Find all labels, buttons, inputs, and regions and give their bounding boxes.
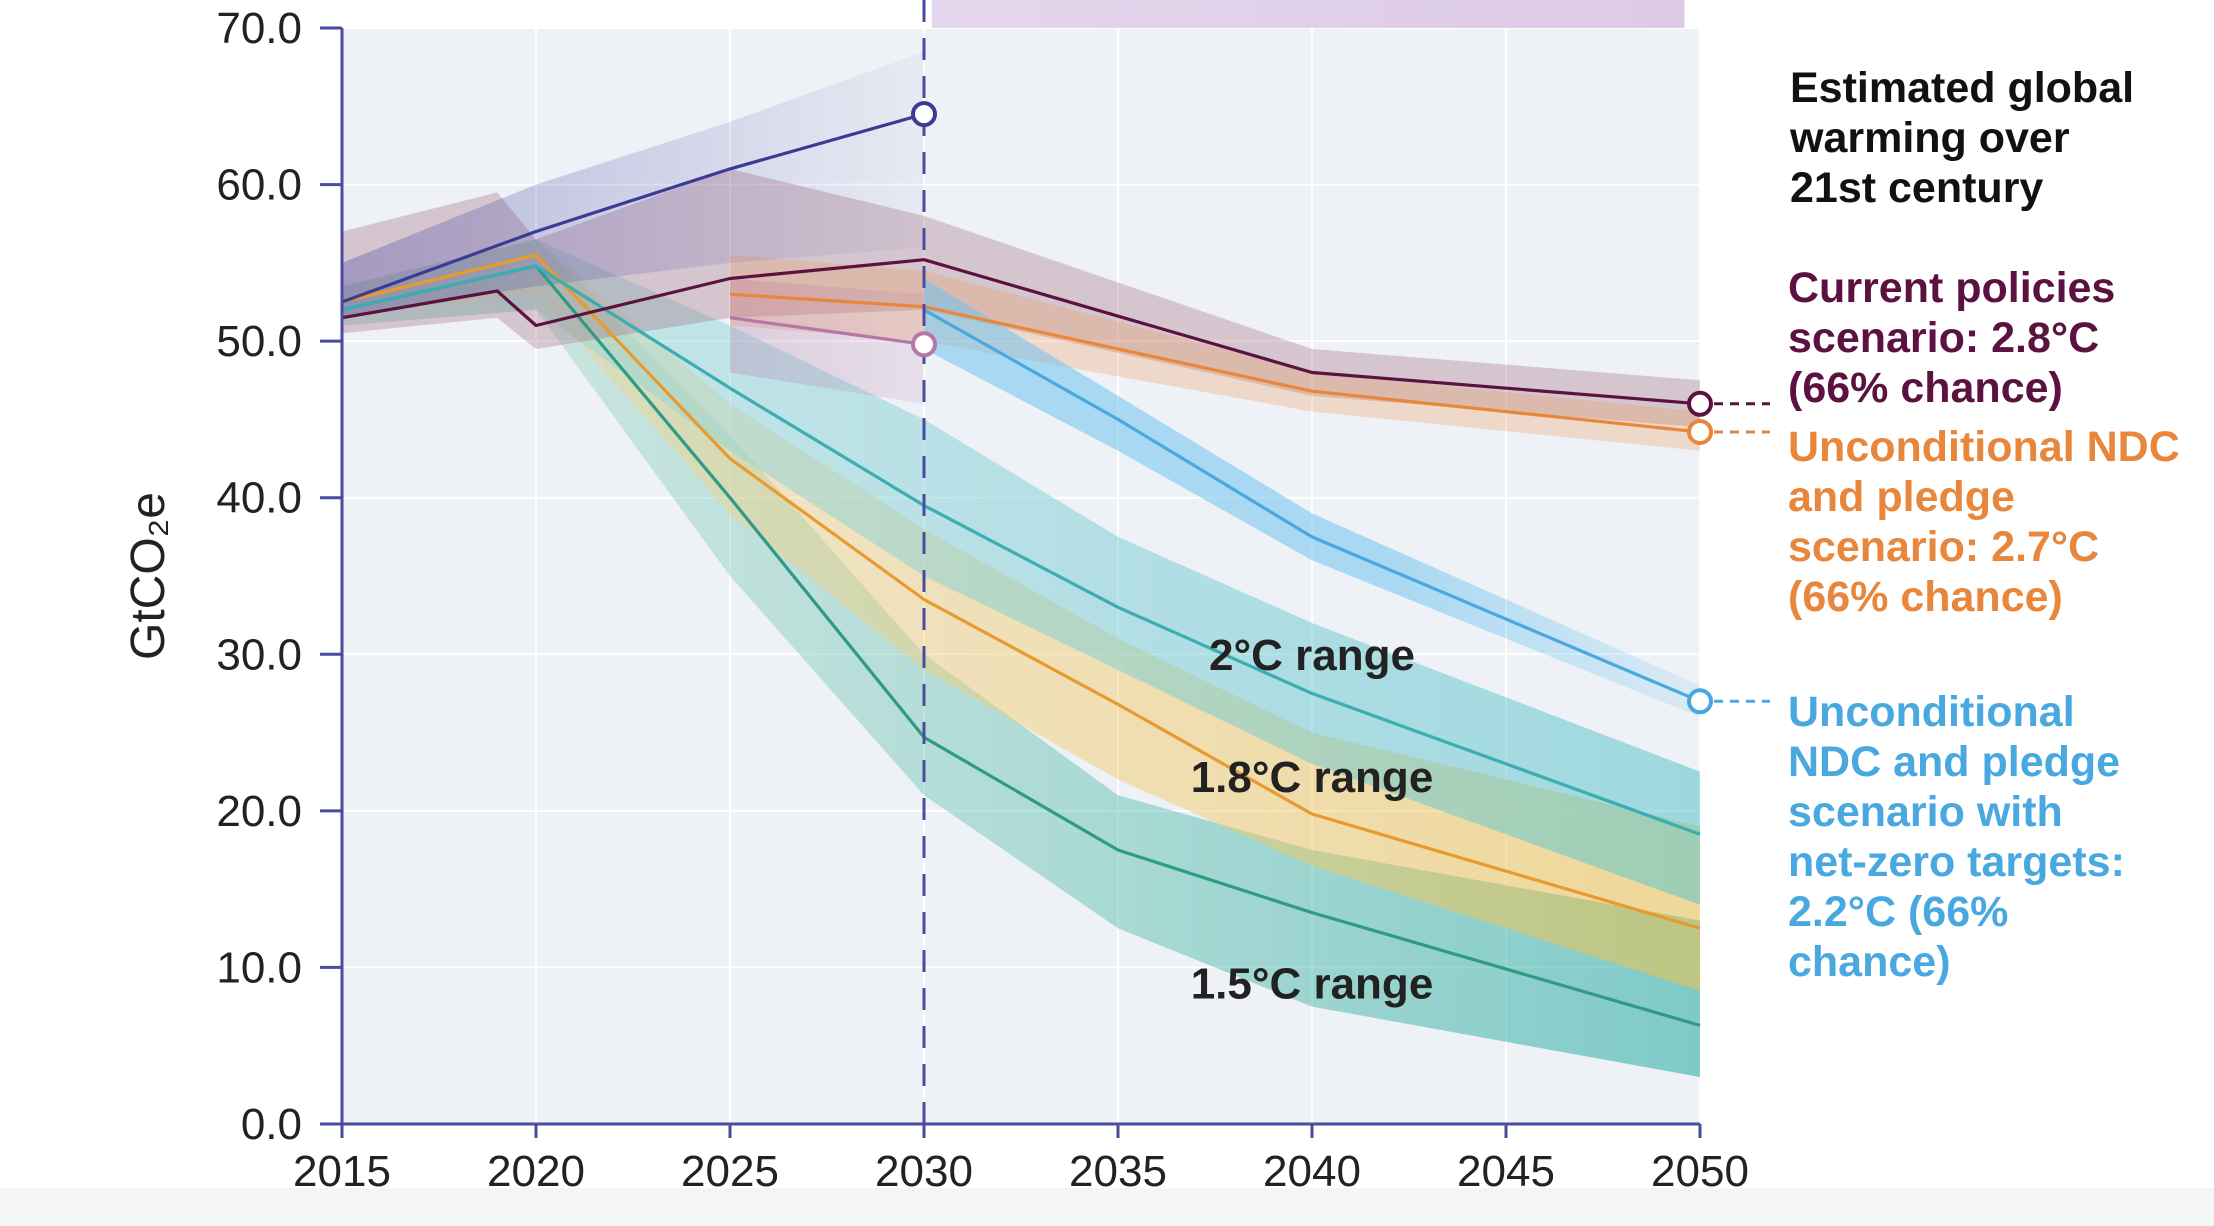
label-unconditional-ndc-line: scenario: 2.7°C (1788, 523, 2099, 571)
y-tick-label: 60.0 (216, 161, 302, 210)
marker-current (1687, 390, 1713, 417)
y-tick-label: 30.0 (216, 630, 302, 679)
x-tick-label: 2040 (1263, 1147, 1361, 1196)
label-net-zero-line: chance) (1788, 938, 1951, 986)
y-tick-label: 20.0 (216, 787, 302, 836)
marker-netzero (1687, 688, 1713, 715)
x-tick-label: 2025 (681, 1147, 779, 1196)
legend-title-line: 21st century (1790, 164, 2043, 212)
label-unconditional-ndc-line: and pledge (1788, 473, 2015, 521)
label-unconditional-ndc: Unconditional NDC and pledge scenario: 2.7… (1788, 423, 2180, 621)
line-hist_blue (341, 112, 925, 304)
line-pink (729, 316, 925, 346)
band-pink (730, 278, 924, 404)
x-tick-label: 2015 (293, 1147, 391, 1196)
y-tick-label: 0.0 (241, 1100, 302, 1149)
y-tick-label: 70.0 (216, 4, 302, 53)
legend-title-line: Estimated global (1790, 64, 2134, 112)
x-tick-label: 2035 (1069, 1147, 1167, 1196)
label-net-zero-line: 2.2°C (66% (1788, 888, 2008, 936)
label-net-zero-line: net-zero targets: (1788, 838, 2125, 886)
label-current-policies-line: (66% chance) (1788, 364, 2063, 412)
range-label-one5: 1.5°C range (1191, 960, 1434, 1009)
label-current-policies-line: Current policies (1788, 264, 2115, 312)
y-tick-label: 50.0 (216, 317, 302, 366)
legend-title-line: warming over (1789, 114, 2070, 162)
range-label-one8: 1.8°C range (1191, 753, 1434, 802)
label-unconditional-ndc-line: Unconditional NDC (1788, 423, 2180, 471)
label-unconditional-ndc-line: (66% chance) (1788, 573, 2063, 621)
bottom-strip (0, 1188, 2214, 1226)
label-current-policies: Current policies scenario: 2.8°C (66% chan… (1788, 264, 2115, 412)
label-net-zero-line: NDC and pledge (1788, 738, 2120, 786)
label-net-zero-line: Unconditional (1788, 688, 2075, 736)
line-one8 (341, 253, 1701, 930)
line-netzero (923, 308, 1701, 703)
marker-uncond (1687, 418, 1713, 445)
x-tick-label: 2045 (1457, 1147, 1555, 1196)
y-tick-label: 40.0 (216, 474, 302, 523)
end-markers (911, 101, 1770, 715)
upper-scenario-band (931, 0, 1685, 28)
x-tick-label: 2030 (875, 1147, 973, 1196)
marker-pink (911, 331, 937, 358)
band-netzero (924, 278, 1700, 717)
band-hist_blue (342, 51, 924, 318)
band-uncond (730, 255, 1700, 451)
label-net-zero: Unconditional NDC and pledge scenario with… (1788, 688, 2125, 986)
y-axis-title: GtCO₂e (122, 492, 175, 660)
label-current-policies-line: scenario: 2.8°C (1788, 314, 2099, 362)
y-tick-label: 10.0 (216, 943, 302, 992)
axes: 0.0 10.0 20.0 30.0 40.0 50.0 60.0 70.0 2015 2020 2… (122, 4, 1749, 1196)
x-tick-label: 2050 (1651, 1147, 1749, 1196)
marker-hist_blue (911, 101, 937, 128)
line-current (341, 258, 1701, 406)
legend-title: Estimated global warming over 21st century (1789, 64, 2134, 212)
label-net-zero-line: scenario with (1788, 788, 2063, 836)
x-tick-label: 2020 (487, 1147, 585, 1196)
line-uncond (729, 292, 1701, 434)
labels: 2°C range 1.8°C range 1.5°C range Estimated… (1191, 64, 2180, 1009)
range-label-two: 2°C range (1209, 631, 1415, 680)
